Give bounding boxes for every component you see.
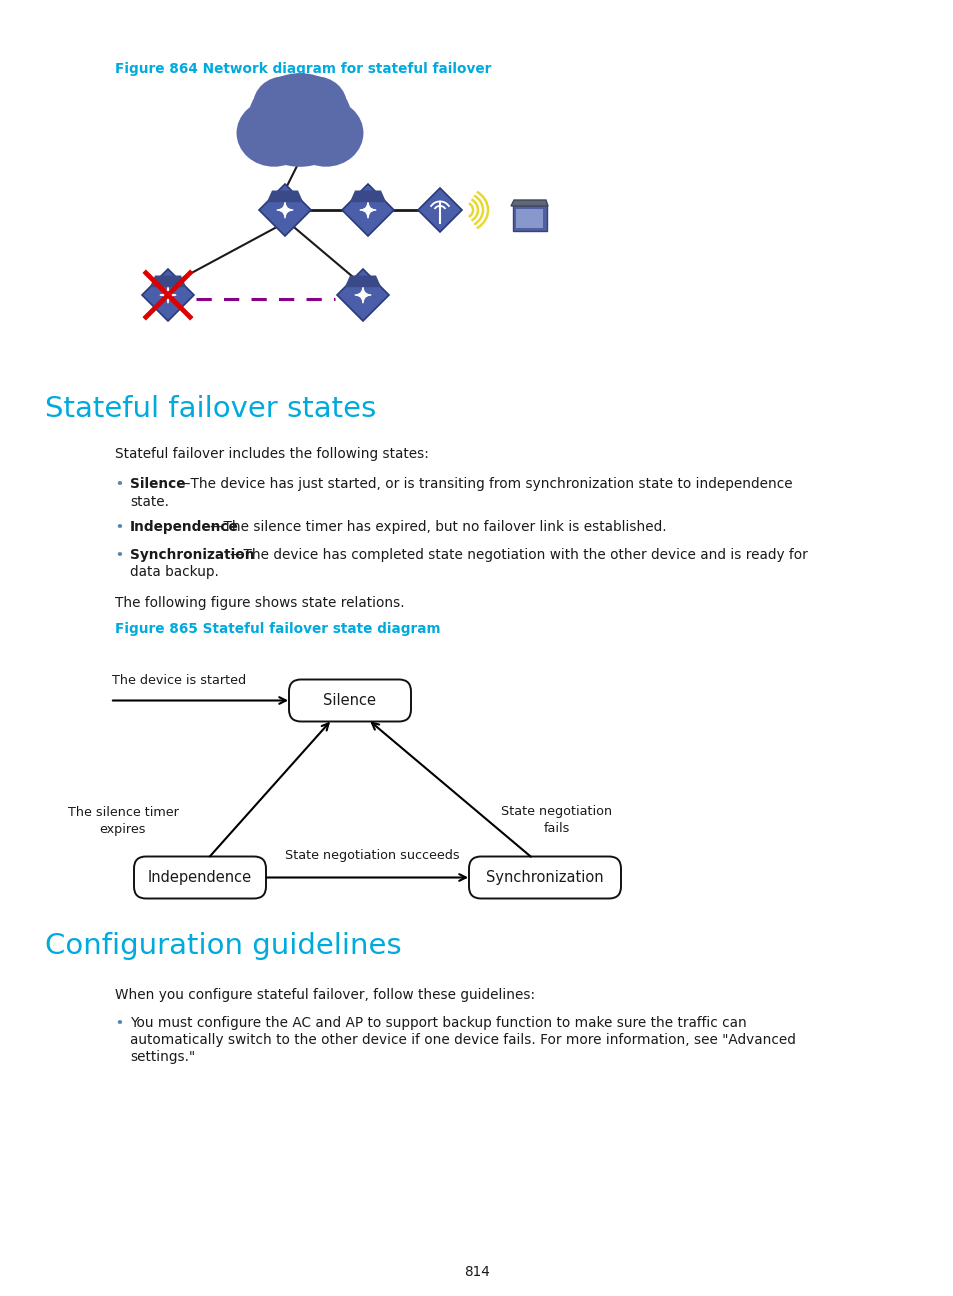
- Text: When you configure stateful failover, follow these guidelines:: When you configure stateful failover, fo…: [115, 988, 535, 1002]
- Polygon shape: [258, 184, 311, 236]
- Text: Independence: Independence: [148, 870, 252, 885]
- Text: state.: state.: [130, 495, 169, 508]
- Ellipse shape: [288, 100, 363, 167]
- Ellipse shape: [253, 76, 315, 132]
- Text: •: •: [115, 1016, 123, 1029]
- Ellipse shape: [271, 74, 328, 124]
- Text: You must configure the AC and AP to support backup function to make sure the tra: You must configure the AC and AP to supp…: [130, 1016, 746, 1029]
- FancyBboxPatch shape: [513, 205, 546, 231]
- Text: The following figure shows state relations.: The following figure shows state relatio…: [115, 596, 404, 610]
- Polygon shape: [350, 191, 386, 202]
- Ellipse shape: [236, 100, 311, 167]
- Polygon shape: [417, 188, 461, 232]
- Text: —The silence timer has expired, but no failover link is established.: —The silence timer has expired, but no f…: [211, 520, 666, 534]
- Text: —The device has just started, or is transiting from synchronization state to ind: —The device has just started, or is tran…: [176, 477, 792, 491]
- Text: The device is started: The device is started: [112, 674, 246, 687]
- Text: Silence: Silence: [130, 477, 185, 491]
- Ellipse shape: [284, 76, 347, 132]
- FancyBboxPatch shape: [133, 857, 266, 898]
- Polygon shape: [344, 276, 381, 288]
- Text: data backup.: data backup.: [130, 565, 218, 579]
- Text: Configuration guidelines: Configuration guidelines: [45, 933, 401, 960]
- Text: Silence: Silence: [323, 693, 376, 708]
- Polygon shape: [341, 184, 394, 236]
- Text: Stateful failover includes the following states:: Stateful failover includes the following…: [115, 447, 429, 461]
- Text: Synchronization: Synchronization: [130, 547, 254, 561]
- Text: Stateful failover states: Stateful failover states: [45, 395, 375, 422]
- Text: •: •: [115, 478, 123, 491]
- Ellipse shape: [248, 73, 352, 167]
- FancyBboxPatch shape: [289, 679, 411, 722]
- Text: settings.": settings.": [130, 1051, 195, 1064]
- Polygon shape: [142, 270, 193, 321]
- Text: State negotiation
fails: State negotiation fails: [501, 806, 612, 836]
- FancyBboxPatch shape: [469, 857, 620, 898]
- Text: Synchronization: Synchronization: [486, 870, 603, 885]
- Text: State negotiation succeeds: State negotiation succeeds: [285, 849, 459, 862]
- Text: —The device has completed state negotiation with the other device and is ready f: —The device has completed state negotiat…: [231, 547, 807, 561]
- Text: Independence: Independence: [130, 520, 238, 534]
- Text: Figure 864 Network diagram for stateful failover: Figure 864 Network diagram for stateful …: [115, 62, 491, 76]
- Polygon shape: [150, 276, 186, 288]
- Polygon shape: [336, 270, 389, 321]
- Text: 814: 814: [463, 1265, 490, 1279]
- Text: Figure 865 Stateful failover state diagram: Figure 865 Stateful failover state diagr…: [115, 622, 440, 636]
- Polygon shape: [267, 191, 303, 202]
- Polygon shape: [511, 200, 547, 206]
- Text: •: •: [115, 548, 123, 561]
- Text: The silence timer
expires: The silence timer expires: [68, 806, 178, 836]
- Text: •: •: [115, 521, 123, 534]
- Text: automatically switch to the other device if one device fails. For more informati: automatically switch to the other device…: [130, 1033, 795, 1047]
- FancyBboxPatch shape: [516, 209, 543, 228]
